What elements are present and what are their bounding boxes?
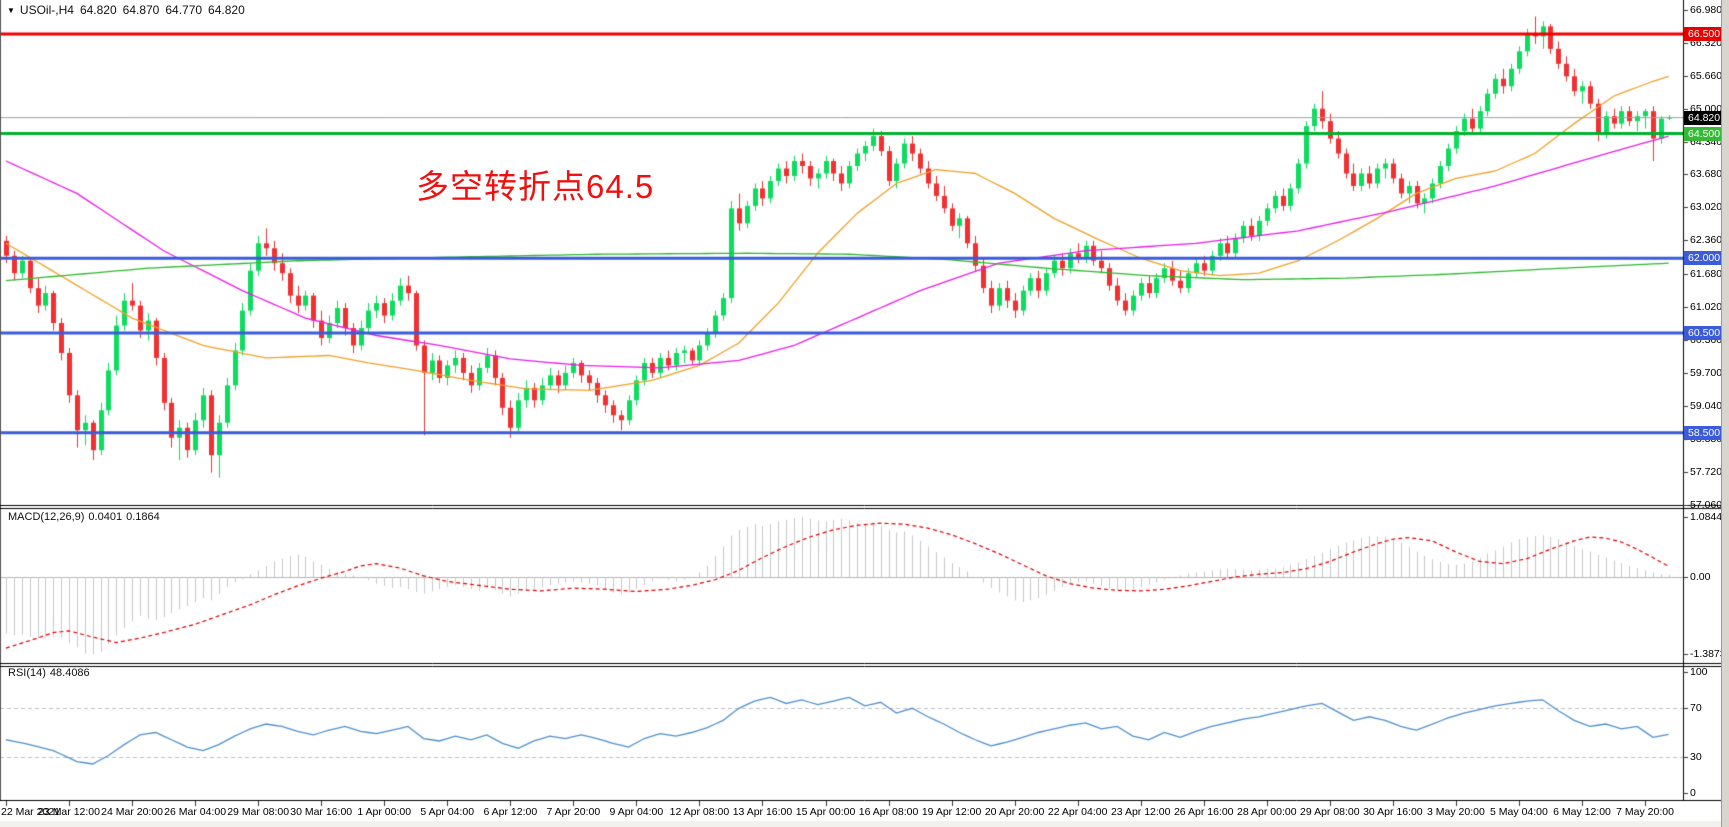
time-axis-label: 5 Apr 04:00 (420, 806, 475, 818)
price-level-badge: 64.820 (1684, 110, 1725, 125)
down-triangle-icon: ▼ (7, 6, 15, 15)
price-tick-label: 61.680 (1690, 268, 1723, 281)
quote-open: 64.820 (79, 3, 117, 17)
quote-close: 64.820 (208, 3, 245, 17)
macd-tick-label: 0.00 (1690, 571, 1711, 583)
time-axis-label: 9 Apr 04:00 (609, 806, 664, 818)
time-axis-label: 29 Apr 08:00 (1300, 806, 1360, 818)
time-axis-label: 22 Apr 04:00 (1047, 806, 1108, 818)
time-axis-label: 13 Apr 16:00 (732, 806, 793, 818)
macd-value: 0.0401 (88, 511, 123, 523)
time-axis-label: 1 Apr 00:00 (357, 806, 412, 818)
rsi-tick-label: 70 (1690, 702, 1702, 715)
chart-header: ▼ USOil-,H4 64.820 64.870 64.770 64.820 (7, 3, 245, 17)
time-axis-label: 7 May 20:00 (1616, 806, 1674, 818)
price-tick-label: 59.700 (1690, 366, 1723, 379)
price-tick-label: 63.020 (1690, 201, 1723, 214)
time-axis-label: 23 Mar 12:00 (38, 806, 100, 818)
chart-annotation-text[interactable]: 多空转折点64.5 (416, 168, 655, 205)
time-axis-label: 30 Apr 16:00 (1363, 806, 1423, 818)
time-axis-label: 3 May 20:00 (1427, 806, 1485, 818)
time-axis-label: 26 Apr 16:00 (1173, 806, 1234, 818)
window-edge-strip (1721, 0, 1729, 827)
bottom-margin-strip (0, 821, 1721, 827)
rsi-indicator-label: RSI(14) 48.4086 (8, 667, 94, 679)
time-axis-label: 22 Mar 2021 (1, 806, 60, 818)
price-tick-label: 61.020 (1690, 301, 1723, 314)
symbol-period-label: USOil-,H4 (19, 3, 74, 17)
macd-indicator-label: MACD(12,26,9) 0.0401 0.1864 (8, 511, 164, 523)
price-level-badge: 58.500 (1684, 425, 1725, 440)
time-axis-label: 26 Mar 04:00 (164, 806, 227, 818)
price-tick-label: 59.040 (1690, 399, 1723, 412)
price-tick-label: 65.660 (1690, 69, 1723, 82)
price-level-badge: 64.500 (1684, 126, 1725, 141)
time-axis-label: 19 Apr 12:00 (921, 806, 982, 818)
quote-low: 64.770 (165, 3, 203, 17)
time-axis-label: 6 Apr 12:00 (483, 806, 538, 818)
price-level-badge: 62.000 (1684, 251, 1725, 266)
price-tick-label: 57.720 (1690, 465, 1723, 478)
macd-tick-label: 1.0844 (1690, 510, 1723, 523)
rsi-name: RSI(14) (8, 667, 46, 679)
time-axis-label: 7 Apr 20:00 (546, 806, 601, 818)
time-axis-label: 28 Apr 00:00 (1237, 806, 1297, 818)
price-tick-label: 62.360 (1690, 234, 1723, 247)
quote-high: 64.870 (122, 3, 160, 17)
macd-name: MACD(12,26,9) (8, 511, 85, 523)
price-tick-label: 63.680 (1690, 168, 1723, 181)
time-axis-label: 23 Apr 12:00 (1110, 806, 1171, 818)
time-axis-label: 16 Apr 08:00 (858, 806, 919, 818)
time-axis-label: 30 Mar 16:00 (290, 806, 353, 818)
time-axis-label: 24 Mar 20:00 (101, 806, 164, 818)
macd-tick-label: -1.3873 (1690, 648, 1726, 661)
time-axis-label: 15 Apr 00:00 (795, 806, 856, 818)
time-axis-label: 6 May 12:00 (1553, 806, 1611, 818)
time-axis-label: 5 May 04:00 (1490, 806, 1548, 818)
rsi-tick-label: 100 (1690, 666, 1708, 678)
rsi-tick-label: 30 (1690, 750, 1702, 763)
price-tick-label: 57.060 (1690, 498, 1723, 511)
macd-signal-value: 0.1864 (126, 511, 160, 523)
price-tick-label: 66.980 (1690, 3, 1723, 16)
time-axis-label: 29 Mar 08:00 (227, 806, 290, 818)
price-level-badge: 66.500 (1684, 26, 1725, 41)
time-axis-label: 20 Apr 20:00 (984, 806, 1045, 818)
time-axis-label: 12 Apr 08:00 (669, 806, 730, 818)
price-level-badge: 60.500 (1684, 326, 1725, 340)
rsi-tick-label: 0 (1690, 787, 1696, 799)
rsi-value: 48.4086 (49, 667, 90, 679)
